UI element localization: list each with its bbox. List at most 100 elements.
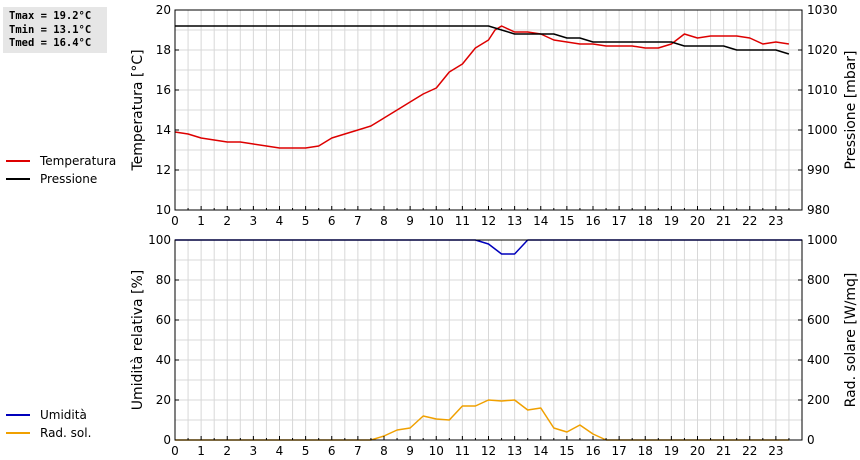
x-tick-label: 16	[585, 444, 600, 458]
y-tick-label: 20	[156, 393, 171, 407]
x-tick-label: 18	[638, 214, 653, 228]
x-tick-label: 13	[507, 444, 522, 458]
y-tick-label: 18	[156, 43, 171, 57]
x-tick-label: 11	[455, 214, 470, 228]
x-tick-label: 8	[380, 444, 388, 458]
x-tick-label: 9	[406, 444, 414, 458]
series-line-pressione	[175, 25, 790, 55]
x-tick-label: 1	[197, 444, 205, 458]
x-tick-label: 10	[429, 444, 444, 458]
legend-label-temperatura: Temperatura	[40, 154, 117, 168]
tmin-text: Tmin = 13.1°C	[9, 23, 92, 36]
x-tick-label: 19	[664, 444, 679, 458]
x-tick-label: 17	[611, 214, 626, 228]
legend-label-pressione: Pressione	[40, 172, 98, 186]
x-tick-label: 12	[481, 214, 496, 228]
y2-tick-label: 0	[807, 433, 815, 447]
x-tick-label: 6	[328, 444, 336, 458]
chart-panel-hum: 0 1 2 3 4 5 6 7 8 9 10 11 12 13 14 15 16 17 18 19 20 21 22 2302…	[130, 233, 859, 458]
x-tick-label: 20	[690, 214, 705, 228]
legend-item-pressione: Pressione	[6, 170, 116, 188]
legend-label-umidita: Umidità	[40, 408, 87, 422]
y-axis-title: Umidità relativa [%]	[130, 270, 146, 411]
x-tick-label: 6	[328, 214, 336, 228]
x-tick-label: 3	[250, 444, 258, 458]
x-tick-label: 12	[481, 444, 496, 458]
y-axis-title: Temperatura [°C]	[130, 49, 146, 171]
y2-tick-label: 1000	[807, 123, 838, 137]
y-tick-label: 100	[148, 233, 171, 247]
y-tick-label: 20	[156, 3, 171, 17]
x-tick-label: 10	[429, 214, 444, 228]
legend-item-rad-sol: Rad. sol.	[6, 424, 91, 442]
tmax-text: Tmax = 19.2°C	[9, 10, 92, 22]
x-tick-label: 16	[585, 214, 600, 228]
x-tick-label: 7	[354, 444, 362, 458]
y-tick-label: 40	[156, 353, 171, 367]
legend-swatch-temperatura	[6, 160, 30, 162]
y2-tick-label: 1030	[807, 3, 838, 17]
y2-tick-label: 200	[807, 393, 830, 407]
x-tick-label: 13	[507, 214, 522, 228]
y2-tick-label: 1000	[807, 233, 838, 247]
chart-panel-temp: 0 1 2 3 4 5 6 7 8 9 10 11 12 13 14 15 16 17 18 19 20 21 22 2310…	[130, 3, 859, 228]
y2-axis-title: Pressione [mbar]	[843, 50, 859, 169]
legend-swatch-pressione	[6, 178, 30, 180]
y-tick-label: 0	[163, 433, 171, 447]
y2-tick-label: 990	[807, 163, 830, 177]
x-tick-label: 2	[223, 214, 231, 228]
x-tick-label: 14	[533, 214, 548, 228]
y2-tick-label: 1010	[807, 83, 838, 97]
legend-top: Temperatura Pressione	[6, 152, 116, 188]
x-tick-label: 2	[223, 444, 231, 458]
series-line-rad-sol-	[175, 399, 789, 441]
x-tick-label: 11	[455, 444, 470, 458]
legend-item-umidita: Umidità	[6, 406, 91, 424]
y2-tick-label: 600	[807, 313, 830, 327]
y2-tick-label: 1020	[807, 43, 838, 57]
x-tick-label: 0	[171, 214, 179, 228]
legend-item-temperatura: Temperatura	[6, 152, 116, 170]
x-tick-label: 14	[533, 444, 548, 458]
x-tick-label: 8	[380, 214, 388, 228]
x-tick-label: 18	[638, 444, 653, 458]
x-tick-label: 5	[302, 444, 310, 458]
x-tick-label: 17	[611, 444, 626, 458]
x-tick-label: 23	[768, 444, 783, 458]
legend-bottom: Umidità Rad. sol.	[6, 406, 91, 442]
stats-box: Tmax = 19.2°C Tmin = 13.1°C Tmed = 16.4°…	[3, 7, 107, 53]
x-tick-label: 22	[742, 214, 757, 228]
legend-swatch-umidita	[6, 414, 30, 416]
series-line-temperatura	[174, 25, 790, 149]
y2-axis-title: Rad. solare [W/mq]	[843, 273, 859, 408]
x-tick-label: 4	[276, 444, 284, 458]
x-tick-label: 20	[690, 444, 705, 458]
x-tick-label: 1	[197, 214, 205, 228]
y2-tick-label: 400	[807, 353, 830, 367]
x-tick-label: 7	[354, 214, 362, 228]
y-tick-label: 16	[156, 83, 171, 97]
x-tick-label: 0	[171, 444, 179, 458]
y-tick-label: 14	[156, 123, 171, 137]
x-tick-label: 21	[716, 444, 731, 458]
y-tick-label: 10	[156, 203, 171, 217]
tmed-text: Tmed = 16.4°C	[9, 37, 92, 49]
x-tick-label: 19	[664, 214, 679, 228]
y-tick-label: 80	[156, 273, 171, 287]
y2-tick-label: 800	[807, 273, 830, 287]
y-tick-label: 12	[156, 163, 171, 177]
y2-tick-label: 980	[807, 203, 830, 217]
x-tick-label: 4	[276, 214, 284, 228]
x-tick-label: 5	[302, 214, 310, 228]
legend-swatch-rad-sol	[6, 432, 30, 434]
x-tick-label: 15	[559, 444, 574, 458]
legend-label-rad-sol: Rad. sol.	[40, 426, 92, 440]
x-tick-label: 22	[742, 444, 757, 458]
x-tick-label: 15	[559, 214, 574, 228]
x-tick-label: 9	[406, 214, 414, 228]
y-tick-label: 60	[156, 313, 171, 327]
x-tick-label: 3	[250, 214, 258, 228]
x-tick-label: 23	[768, 214, 783, 228]
x-tick-label: 21	[716, 214, 731, 228]
